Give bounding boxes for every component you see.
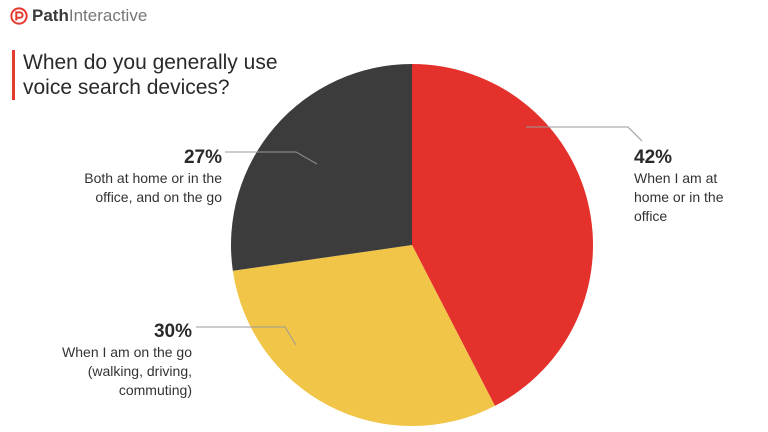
leader-line-home-office (526, 126, 643, 142)
slice-on-the-go (232, 245, 495, 427)
slice-label-on-the-go: 30% When I am on the go (walking, drivin… (32, 320, 192, 400)
path-logo-icon (10, 7, 28, 25)
leader-line-on-the-go (196, 326, 297, 346)
slice-text-on-the-go: When I am on the go (walking, driving, c… (62, 344, 192, 398)
slice-both (231, 64, 412, 271)
slice-home-office (412, 64, 594, 406)
leader-line-both (225, 151, 318, 165)
slice-pct-both: 27% (183, 147, 222, 168)
slice-label-both: 27% Both at home or in the office, and o… (70, 146, 222, 207)
chart-title: When do you generally use voice search d… (23, 51, 278, 99)
slice-label-home-office: 42% When I am at home or in the office (634, 146, 764, 226)
title-block: When do you generally use voice search d… (12, 50, 313, 100)
slice-text-both: Both at home or in the office, and on th… (84, 170, 222, 205)
brand-name-bold: Path (32, 6, 69, 25)
slice-text-home-office: When I am at home or in the office (634, 170, 724, 224)
brand-name-light: Interactive (68, 6, 148, 25)
slice-pct-on-the-go: 30% (153, 321, 192, 342)
slice-pct-home-office: 42% (634, 147, 673, 168)
brand-logo: Path Interactive (10, 6, 147, 26)
